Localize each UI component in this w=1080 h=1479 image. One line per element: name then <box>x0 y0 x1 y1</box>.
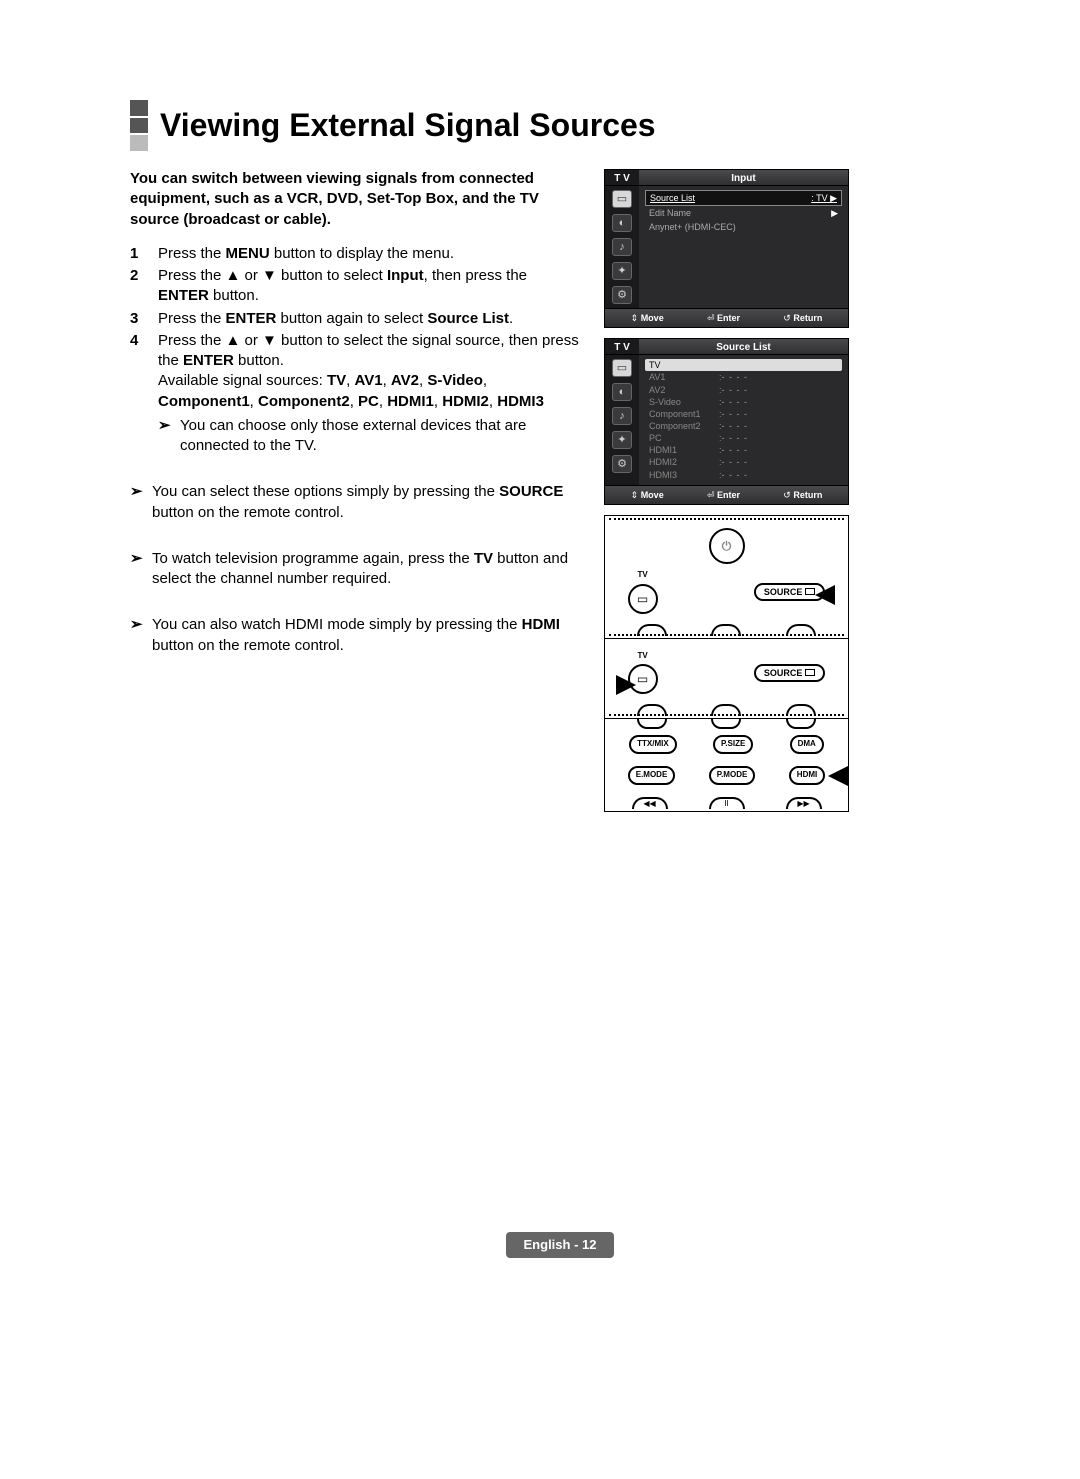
emode-button: E.MODE <box>628 766 676 785</box>
partial-button <box>786 704 816 716</box>
callout-arrow-icon <box>815 585 835 605</box>
partial-button <box>637 704 667 716</box>
picture-icon: ◐ <box>612 214 632 232</box>
osd-corner: T V <box>605 170 639 185</box>
note-arrow-icon: ➢ <box>130 615 152 656</box>
partial-button <box>637 719 667 729</box>
setup-icon: ⚙ <box>612 455 632 473</box>
partial-button <box>711 704 741 716</box>
page-footer: English - 12 <box>130 1232 990 1258</box>
partial-button <box>786 719 816 729</box>
picture-icon: ◐ <box>612 383 632 401</box>
osd-input-menu: T V Input ▭ ◐ ♪ ✦ ⚙ Source List: TV ▶Edi… <box>604 169 849 328</box>
partial-button <box>637 624 667 636</box>
osd-header: Input <box>639 170 848 185</box>
title-accent <box>130 100 148 151</box>
remote-tv-snippet: TV ▭ SOURCE <box>604 638 849 720</box>
osd-category-icons: ▭ ◐ ♪ ✦ ⚙ <box>605 186 639 308</box>
note-arrow-icon: ➢ <box>130 482 152 523</box>
note-tv-button: ➢ To watch television programme again, p… <box>130 549 580 590</box>
title-bar: Viewing External Signal Sources <box>130 100 990 151</box>
osd-category-icons: ▭ ◐ ♪ ✦ ⚙ <box>605 355 639 484</box>
sound-icon: ♪ <box>612 407 632 425</box>
note-hdmi-button: ➢ You can also watch HDMI mode simply by… <box>130 615 580 656</box>
osd-menu-items: Source List: TV ▶Edit Name▶Anynet+ (HDMI… <box>639 186 848 308</box>
intro-text: You can switch between viewing signals f… <box>130 169 580 230</box>
pmode-button: P.MODE <box>709 766 756 785</box>
remote-hdmi-snippet: TTX/MIX P.SIZE DMA E.MODE P.MODE HDMI ◀◀… <box>604 718 849 812</box>
step-3: 3 Press the ENTER button again to select… <box>130 309 580 329</box>
step-2: 2 Press the ▲ or ▼ button to select Inpu… <box>130 266 580 307</box>
ttxmix-button: TTX/MIX <box>629 735 677 754</box>
steps-list: 1 Press the MENU button to display the m… <box>130 244 580 412</box>
tv-label: TV <box>637 570 647 581</box>
dma-button: DMA <box>790 735 824 754</box>
osd-source-list: T V Source List ▭ ◐ ♪ ✦ ⚙ TVAV1: - - - -… <box>604 338 849 505</box>
channel-icon: ✦ <box>612 431 632 449</box>
step-4: 4 Press the ▲ or ▼ button to select the … <box>130 331 580 412</box>
partial-button <box>711 624 741 636</box>
tv-label: TV <box>637 651 647 662</box>
hdmi-button: HDMI <box>789 766 825 785</box>
note-connected-devices: ➢ You can choose only those external dev… <box>158 416 580 457</box>
rewind-button: ◀◀ <box>632 797 668 809</box>
power-button: ⏻ <box>709 528 745 564</box>
note-arrow-icon: ➢ <box>130 549 152 590</box>
osd-footer: ⇕ Move ⏎ Enter ↺ Return <box>605 485 848 504</box>
page-title: Viewing External Signal Sources <box>160 100 656 151</box>
instructions-column: You can switch between viewing signals f… <box>130 169 580 812</box>
partial-button <box>786 624 816 636</box>
input-icon: ▭ <box>612 190 632 208</box>
sound-icon: ♪ <box>612 238 632 256</box>
callout-arrow-icon <box>828 766 848 786</box>
page-number: English - 12 <box>506 1232 615 1258</box>
remote-source-snippet: ⏻ TV ▭ SOURCE <box>604 515 849 639</box>
pause-button: II <box>709 797 745 809</box>
osd-source-items: TVAV1: - - - -AV2: - - - -S-Video: - - -… <box>639 355 848 484</box>
step-1: 1 Press the MENU button to display the m… <box>130 244 580 264</box>
tv-button: ▭ <box>628 584 658 614</box>
callout-arrow-icon <box>616 675 636 695</box>
note-arrow-icon: ➢ <box>158 416 180 457</box>
illustrations-column: T V Input ▭ ◐ ♪ ✦ ⚙ Source List: TV ▶Edi… <box>604 169 849 812</box>
partial-button <box>711 719 741 729</box>
note-source-button: ➢ You can select these options simply by… <box>130 482 580 523</box>
source-button: SOURCE <box>754 664 826 682</box>
osd-corner: T V <box>605 339 639 354</box>
psize-button: P.SIZE <box>713 735 753 754</box>
input-icon: ▭ <box>612 359 632 377</box>
forward-button: ▶▶ <box>786 797 822 809</box>
osd-footer: ⇕ Move ⏎ Enter ↺ Return <box>605 308 848 327</box>
channel-icon: ✦ <box>612 262 632 280</box>
setup-icon: ⚙ <box>612 286 632 304</box>
osd-header: Source List <box>639 339 848 354</box>
